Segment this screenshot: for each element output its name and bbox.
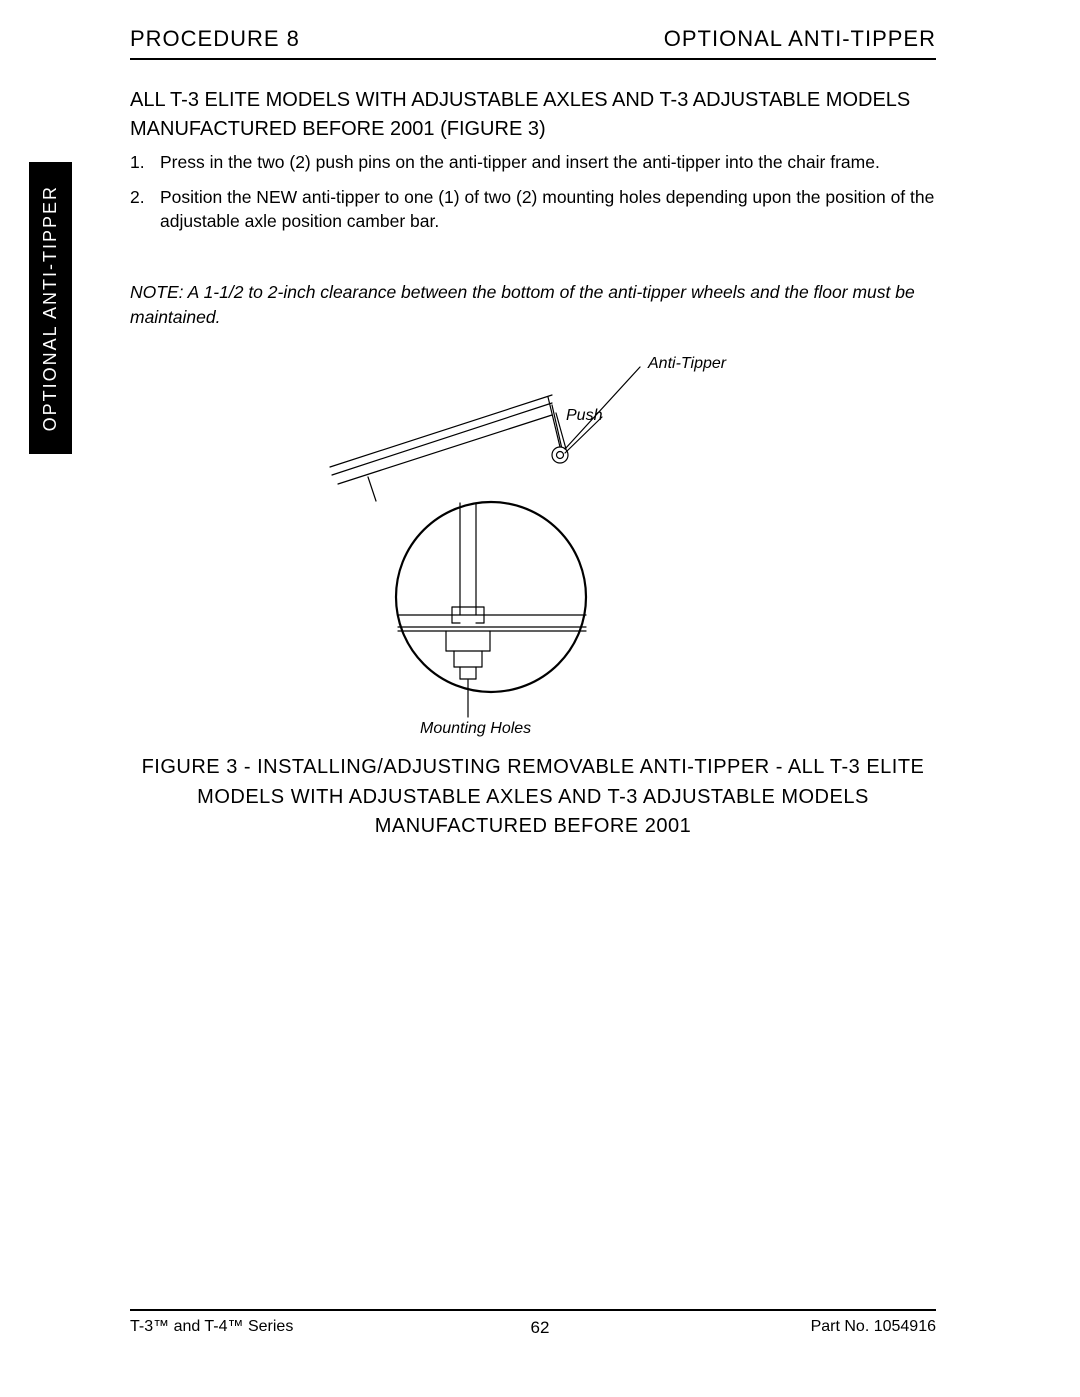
note-text: NOTE: A 1-1/2 to 2-inch clearance betwee… [130,280,936,329]
side-tab-label: OPTIONAL ANTI-TIPPER [40,185,61,431]
section-heading: ALL T-3 ELITE MODELS WITH ADJUSTABLE AXL… [130,86,936,144]
steps-list: 1. Press in the two (2) push pins on the… [130,150,936,244]
header-section: OPTIONAL ANTI-TIPPER [664,26,936,52]
label-anti-tipper: Anti-Tipper [648,355,726,373]
list-number: 1. [130,150,160,175]
list-text: Press in the two (2) push pins on the an… [160,150,936,175]
header-rule [130,58,936,60]
list-item: 1. Press in the two (2) push pins on the… [130,150,936,175]
header-procedure: PROCEDURE 8 [130,26,300,52]
label-mounting-holes: Mounting Holes [420,720,531,738]
page: PROCEDURE 8 OPTIONAL ANTI-TIPPER OPTIONA… [0,0,1080,1397]
footer-rule [130,1309,936,1311]
figure-caption: FIGURE 3 - INSTALLING/ADJUSTING REMOVABL… [130,753,936,842]
label-push: Push [566,407,602,425]
list-item: 2. Position the NEW anti-tipper to one (… [130,185,936,234]
footer-part-number: Part No. 1054916 [811,1318,936,1336]
list-text: Position the NEW anti-tipper to one (1) … [160,185,936,234]
side-tab: OPTIONAL ANTI-TIPPER [29,162,72,454]
figure-svg [290,345,810,740]
list-number: 2. [130,185,160,234]
figure-3: Anti-Tipper Push Mounting Holes [290,345,810,740]
